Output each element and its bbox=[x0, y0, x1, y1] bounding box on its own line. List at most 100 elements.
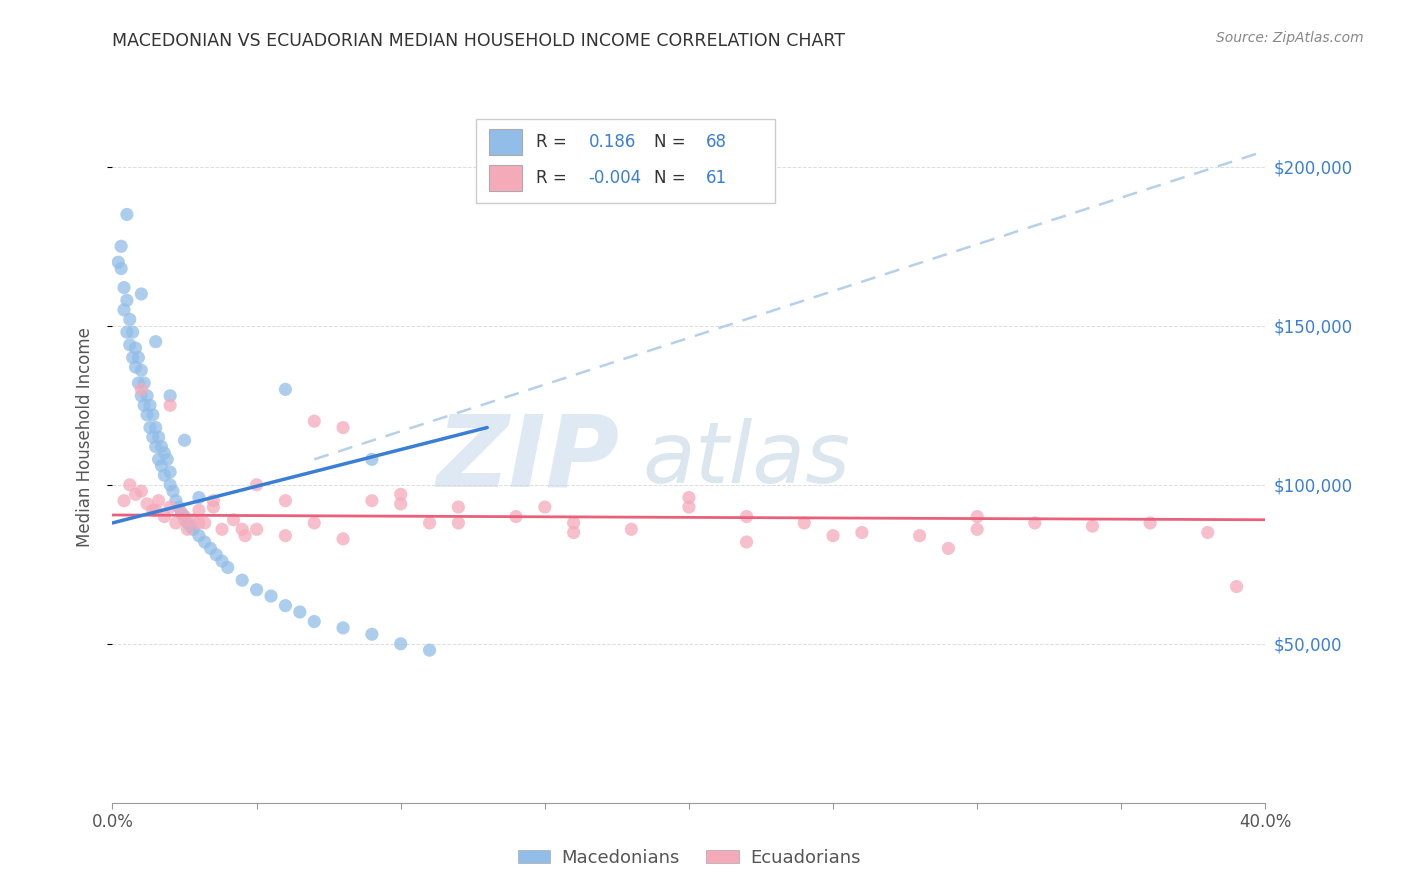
Point bbox=[134, 398, 156, 412]
Point bbox=[304, 516, 326, 530]
Point bbox=[167, 500, 190, 514]
Point bbox=[194, 516, 217, 530]
Point bbox=[159, 477, 181, 491]
Point bbox=[194, 535, 217, 549]
Point bbox=[181, 513, 204, 527]
Point bbox=[562, 516, 585, 530]
Point bbox=[419, 643, 441, 657]
Y-axis label: Median Household Income: Median Household Income bbox=[76, 327, 94, 547]
Point bbox=[162, 484, 184, 499]
Point bbox=[304, 414, 326, 428]
Point bbox=[145, 420, 167, 434]
Bar bbox=[489, 129, 522, 155]
Point bbox=[360, 493, 382, 508]
Point bbox=[231, 573, 253, 587]
Point bbox=[129, 287, 153, 301]
Point bbox=[188, 529, 211, 543]
Point bbox=[112, 280, 135, 294]
Text: R =: R = bbox=[536, 133, 572, 152]
Text: N =: N = bbox=[654, 169, 692, 187]
Point bbox=[966, 509, 988, 524]
Point bbox=[678, 491, 700, 505]
Point bbox=[156, 452, 179, 467]
Point bbox=[179, 519, 201, 533]
Point bbox=[129, 363, 153, 377]
Point bbox=[188, 503, 211, 517]
Point bbox=[112, 302, 135, 317]
Point bbox=[145, 440, 167, 454]
Text: atlas: atlas bbox=[643, 417, 851, 500]
Text: 68: 68 bbox=[706, 133, 727, 152]
Point bbox=[118, 477, 141, 491]
Point bbox=[332, 621, 354, 635]
Point bbox=[145, 334, 167, 349]
Point bbox=[936, 541, 959, 556]
Point bbox=[260, 589, 283, 603]
Point bbox=[851, 525, 873, 540]
Point bbox=[246, 522, 269, 536]
Point bbox=[288, 605, 311, 619]
Point bbox=[360, 452, 382, 467]
Point bbox=[562, 525, 585, 540]
Point bbox=[153, 446, 176, 460]
Text: N =: N = bbox=[654, 133, 692, 152]
Point bbox=[246, 582, 269, 597]
FancyBboxPatch shape bbox=[475, 119, 776, 203]
Point bbox=[222, 513, 245, 527]
Point bbox=[124, 360, 146, 375]
Point bbox=[129, 383, 153, 397]
Point bbox=[129, 484, 153, 499]
Point bbox=[112, 493, 135, 508]
Point bbox=[447, 516, 470, 530]
Bar bbox=[489, 165, 522, 191]
Point bbox=[246, 477, 269, 491]
Point bbox=[148, 493, 170, 508]
Point bbox=[153, 468, 176, 483]
Point bbox=[1024, 516, 1046, 530]
Point bbox=[1226, 580, 1249, 594]
Text: 61: 61 bbox=[706, 169, 727, 187]
Point bbox=[188, 516, 211, 530]
Point bbox=[173, 513, 195, 527]
Text: 0.186: 0.186 bbox=[589, 133, 636, 152]
Point bbox=[202, 500, 225, 514]
Text: MACEDONIAN VS ECUADORIAN MEDIAN HOUSEHOLD INCOME CORRELATION CHART: MACEDONIAN VS ECUADORIAN MEDIAN HOUSEHOL… bbox=[112, 32, 845, 50]
Point bbox=[389, 497, 412, 511]
Point bbox=[124, 487, 146, 501]
Point bbox=[159, 465, 181, 479]
Point bbox=[142, 503, 165, 517]
Point bbox=[181, 522, 204, 536]
Point bbox=[165, 516, 187, 530]
Point bbox=[142, 430, 165, 444]
Text: -0.004: -0.004 bbox=[589, 169, 641, 187]
Point bbox=[231, 522, 253, 536]
Point bbox=[274, 383, 297, 397]
Point bbox=[274, 529, 297, 543]
Point bbox=[107, 255, 129, 269]
Point bbox=[136, 497, 159, 511]
Point bbox=[966, 522, 988, 536]
Point bbox=[908, 529, 931, 543]
Point bbox=[1139, 516, 1161, 530]
Point bbox=[173, 434, 195, 448]
Point bbox=[419, 516, 441, 530]
Legend: Macedonians, Ecuadorians: Macedonians, Ecuadorians bbox=[510, 842, 868, 874]
Point bbox=[121, 325, 143, 339]
Point bbox=[153, 509, 176, 524]
Point bbox=[127, 351, 149, 365]
Point bbox=[110, 261, 132, 276]
Point bbox=[360, 627, 382, 641]
Point bbox=[735, 509, 758, 524]
Point bbox=[202, 493, 225, 508]
Point bbox=[505, 509, 527, 524]
Point bbox=[304, 615, 326, 629]
Point bbox=[159, 500, 181, 514]
Point bbox=[211, 554, 233, 568]
Point bbox=[217, 560, 239, 574]
Point bbox=[274, 493, 297, 508]
Point bbox=[620, 522, 643, 536]
Point bbox=[735, 535, 758, 549]
Point bbox=[1081, 519, 1104, 533]
Point bbox=[145, 503, 167, 517]
Point bbox=[188, 491, 211, 505]
